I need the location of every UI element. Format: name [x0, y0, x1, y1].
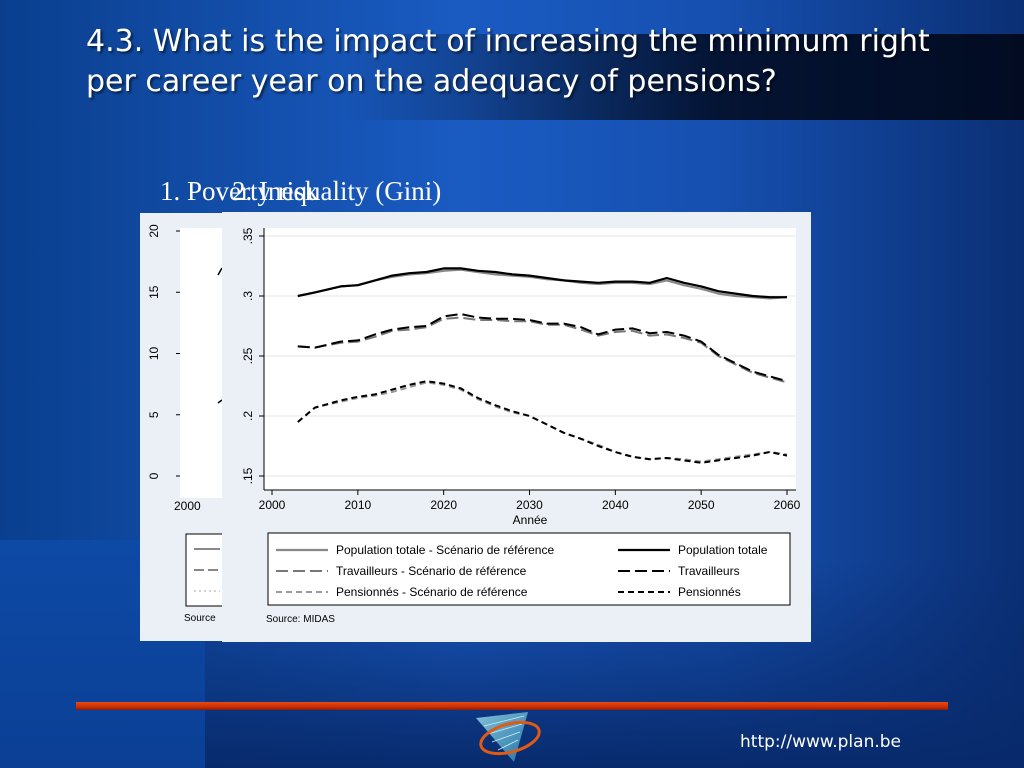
x-tick-label: 2000	[259, 498, 286, 512]
x-tick-label: 2000	[174, 499, 201, 513]
plan-be-logo-icon	[476, 712, 541, 762]
x-tick-label: 2030	[516, 498, 543, 512]
legend-label: Travailleurs	[678, 564, 740, 578]
website-link[interactable]: http://www.plan.be	[740, 732, 901, 752]
y-tick-label: 10	[147, 347, 161, 361]
legend: Population totale - Scénario de référenc…	[276, 543, 768, 599]
x-tick-label: 2010	[344, 498, 371, 512]
y-ticks: .15 .2 .25 .3 .35	[241, 227, 264, 484]
series-fragment	[217, 267, 223, 404]
series-line-2	[297, 316, 788, 384]
series-line-5	[297, 380, 788, 464]
y-tick-label: .35	[241, 227, 255, 244]
y-tick-label: 20	[147, 224, 161, 238]
y-tick-label: .3	[241, 291, 255, 301]
slide-title: 4.3. What is the impact of increasing th…	[86, 24, 930, 99]
y-tick-label: .15	[241, 467, 255, 484]
x-ticks: 2000 2010 2020 2030 2040 2050 2060	[259, 490, 801, 512]
series-line-1	[297, 267, 787, 299]
series-lines	[297, 267, 788, 464]
series-line-3	[297, 313, 788, 383]
plot-area	[264, 228, 796, 490]
x-tick-label: 2040	[602, 498, 629, 512]
x-tick-label: 2020	[430, 498, 457, 512]
footer-accent-bar	[76, 702, 948, 710]
chart-poverty-risk: Source 2000 0 5 10 15 20	[140, 213, 230, 641]
title-band	[344, 34, 1024, 120]
x-tick-label: 2060	[774, 498, 801, 512]
legend-label: Travailleurs - Scénario de référence	[336, 564, 527, 578]
y-tick-label: .2	[241, 411, 255, 421]
chart-poverty-risk-svg: Source 2000 0 5 10 15 20	[147, 224, 230, 624]
y-tick-label: .25	[241, 347, 255, 364]
chart-inequality-gini-svg: .15.2.25.3.35 2000 2010 2020 2030 2040 2050 20…	[241, 227, 801, 625]
chart-1-heading: 1. Poverty risk	[160, 176, 319, 206]
legend-label: Pensionnés - Scénario de référence	[336, 585, 528, 599]
legend-label: Population totale	[678, 543, 768, 557]
legend-label: Pensionnés	[678, 585, 741, 599]
gridlines	[264, 235, 796, 477]
chart-2-heading: 2. Inequality (Gini)	[232, 176, 442, 206]
plot-area	[180, 228, 230, 498]
source-note: Source: MIDAS	[266, 614, 335, 625]
y-tick-label: 15	[147, 285, 161, 299]
x-axis-title: Année	[513, 513, 548, 527]
x-tick-label: 2050	[688, 498, 715, 512]
y-tick-label: 5	[147, 411, 161, 418]
y-ticks: 0 5 10 15 20	[147, 224, 180, 479]
legend-box	[267, 532, 791, 606]
y-tick-label: 0	[147, 472, 161, 479]
chart-inequality-gini: .15.2.25.3.35 2000 2010 2020 2030 2040 2050 20…	[222, 212, 811, 642]
source-note: Source	[184, 613, 216, 624]
legend-label: Population totale - Scénario de référenc…	[336, 543, 554, 557]
